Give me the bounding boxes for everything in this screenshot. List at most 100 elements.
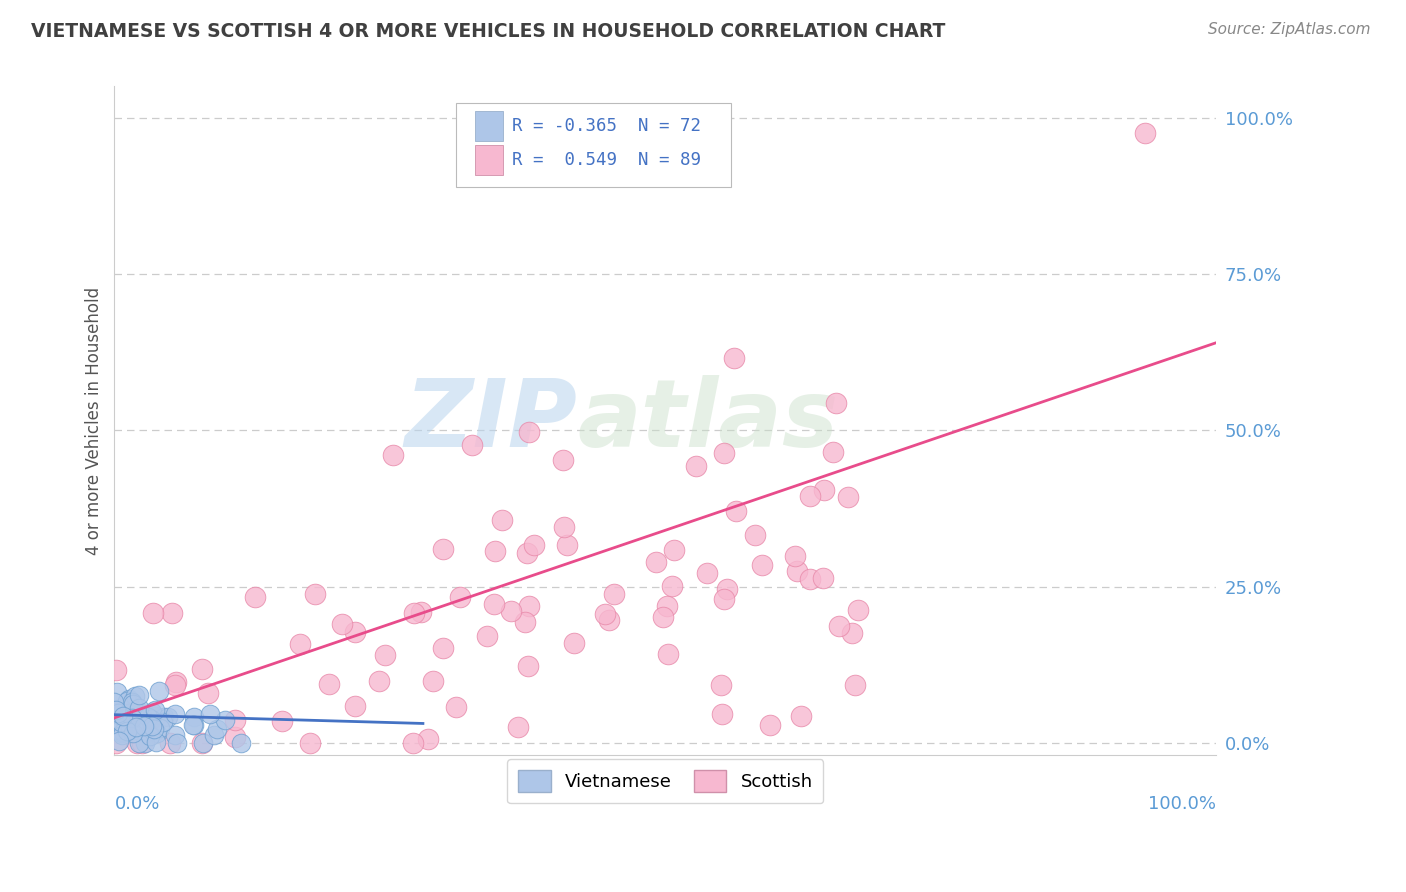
Point xyxy=(461,438,484,452)
Point xyxy=(501,604,523,618)
Point xyxy=(343,625,366,640)
Point xyxy=(811,571,834,585)
Point xyxy=(141,719,163,733)
Point xyxy=(837,490,859,504)
Text: VIETNAMESE VS SCOTTISH 4 OR MORE VEHICLES IN HOUSEHOLD CORRELATION CHART: VIETNAMESE VS SCOTTISH 4 OR MORE VEHICLE… xyxy=(31,22,945,41)
Text: atlas: atlas xyxy=(578,375,838,467)
FancyBboxPatch shape xyxy=(456,103,731,186)
Point xyxy=(111,728,134,742)
Point xyxy=(343,699,366,714)
Point xyxy=(104,663,127,677)
Point xyxy=(593,607,616,621)
Point xyxy=(229,736,252,750)
Point xyxy=(432,541,454,556)
Point xyxy=(183,718,205,732)
Point xyxy=(107,706,129,720)
Point xyxy=(121,697,143,711)
Point xyxy=(506,721,529,735)
Point xyxy=(662,543,685,558)
Point xyxy=(723,351,745,365)
Point xyxy=(114,708,136,723)
Point xyxy=(200,706,222,721)
Point xyxy=(243,590,266,604)
Point xyxy=(825,396,848,410)
Point xyxy=(105,685,128,699)
Point xyxy=(118,692,141,706)
Point xyxy=(108,734,131,748)
Point xyxy=(132,719,155,733)
Point xyxy=(129,723,152,738)
Point xyxy=(517,599,540,614)
Point xyxy=(118,706,141,721)
Point xyxy=(125,736,148,750)
Point xyxy=(121,695,143,709)
Point xyxy=(125,721,148,735)
Point xyxy=(148,684,170,698)
Text: R =  0.549  N = 89: R = 0.549 N = 89 xyxy=(512,152,702,169)
Point xyxy=(181,718,204,732)
Point xyxy=(696,566,718,580)
Text: 0.0%: 0.0% xyxy=(114,796,160,814)
Point xyxy=(523,538,546,552)
Point xyxy=(477,629,499,643)
Point xyxy=(128,736,150,750)
Point xyxy=(157,710,180,724)
Text: 100.0%: 100.0% xyxy=(1149,796,1216,814)
Point xyxy=(402,606,425,620)
Point xyxy=(828,619,851,633)
Point xyxy=(152,714,174,729)
Point xyxy=(224,713,246,727)
Point xyxy=(513,615,536,629)
Point xyxy=(844,678,866,692)
Point xyxy=(710,678,733,692)
Point xyxy=(207,722,229,736)
Point xyxy=(191,736,214,750)
Point xyxy=(110,714,132,729)
Point xyxy=(661,578,683,592)
Point xyxy=(131,736,153,750)
Point xyxy=(821,445,844,459)
Point xyxy=(103,694,125,708)
Point xyxy=(484,544,506,558)
Point xyxy=(603,587,626,601)
Point xyxy=(128,689,150,703)
Point xyxy=(799,572,821,586)
Point xyxy=(122,712,145,726)
Point xyxy=(374,648,396,662)
Point xyxy=(165,678,187,692)
Point xyxy=(159,736,181,750)
Point xyxy=(214,714,236,728)
Point xyxy=(846,603,869,617)
Point xyxy=(115,724,138,739)
Point xyxy=(713,591,735,606)
Text: R = -0.365  N = 72: R = -0.365 N = 72 xyxy=(512,117,702,136)
Point xyxy=(598,613,620,627)
Text: Source: ZipAtlas.com: Source: ZipAtlas.com xyxy=(1208,22,1371,37)
Point xyxy=(115,694,138,708)
Point xyxy=(644,555,666,569)
Point xyxy=(655,599,678,613)
Point xyxy=(142,722,165,736)
Point xyxy=(517,425,540,439)
Point xyxy=(105,718,128,732)
Text: ZIP: ZIP xyxy=(405,375,578,467)
Point xyxy=(652,610,675,624)
Point xyxy=(516,659,538,673)
Point xyxy=(163,728,186,742)
Point xyxy=(786,565,808,579)
Point xyxy=(713,445,735,459)
Point xyxy=(751,558,773,573)
Point xyxy=(149,722,172,736)
Point xyxy=(744,528,766,542)
Point xyxy=(270,714,292,728)
Point xyxy=(368,674,391,689)
Point xyxy=(491,513,513,527)
Point xyxy=(124,706,146,721)
Point xyxy=(409,605,432,619)
Point xyxy=(553,520,575,534)
Point xyxy=(381,448,404,462)
Point xyxy=(516,546,538,560)
Point xyxy=(139,729,162,743)
Point xyxy=(105,736,128,750)
Point xyxy=(191,736,214,750)
